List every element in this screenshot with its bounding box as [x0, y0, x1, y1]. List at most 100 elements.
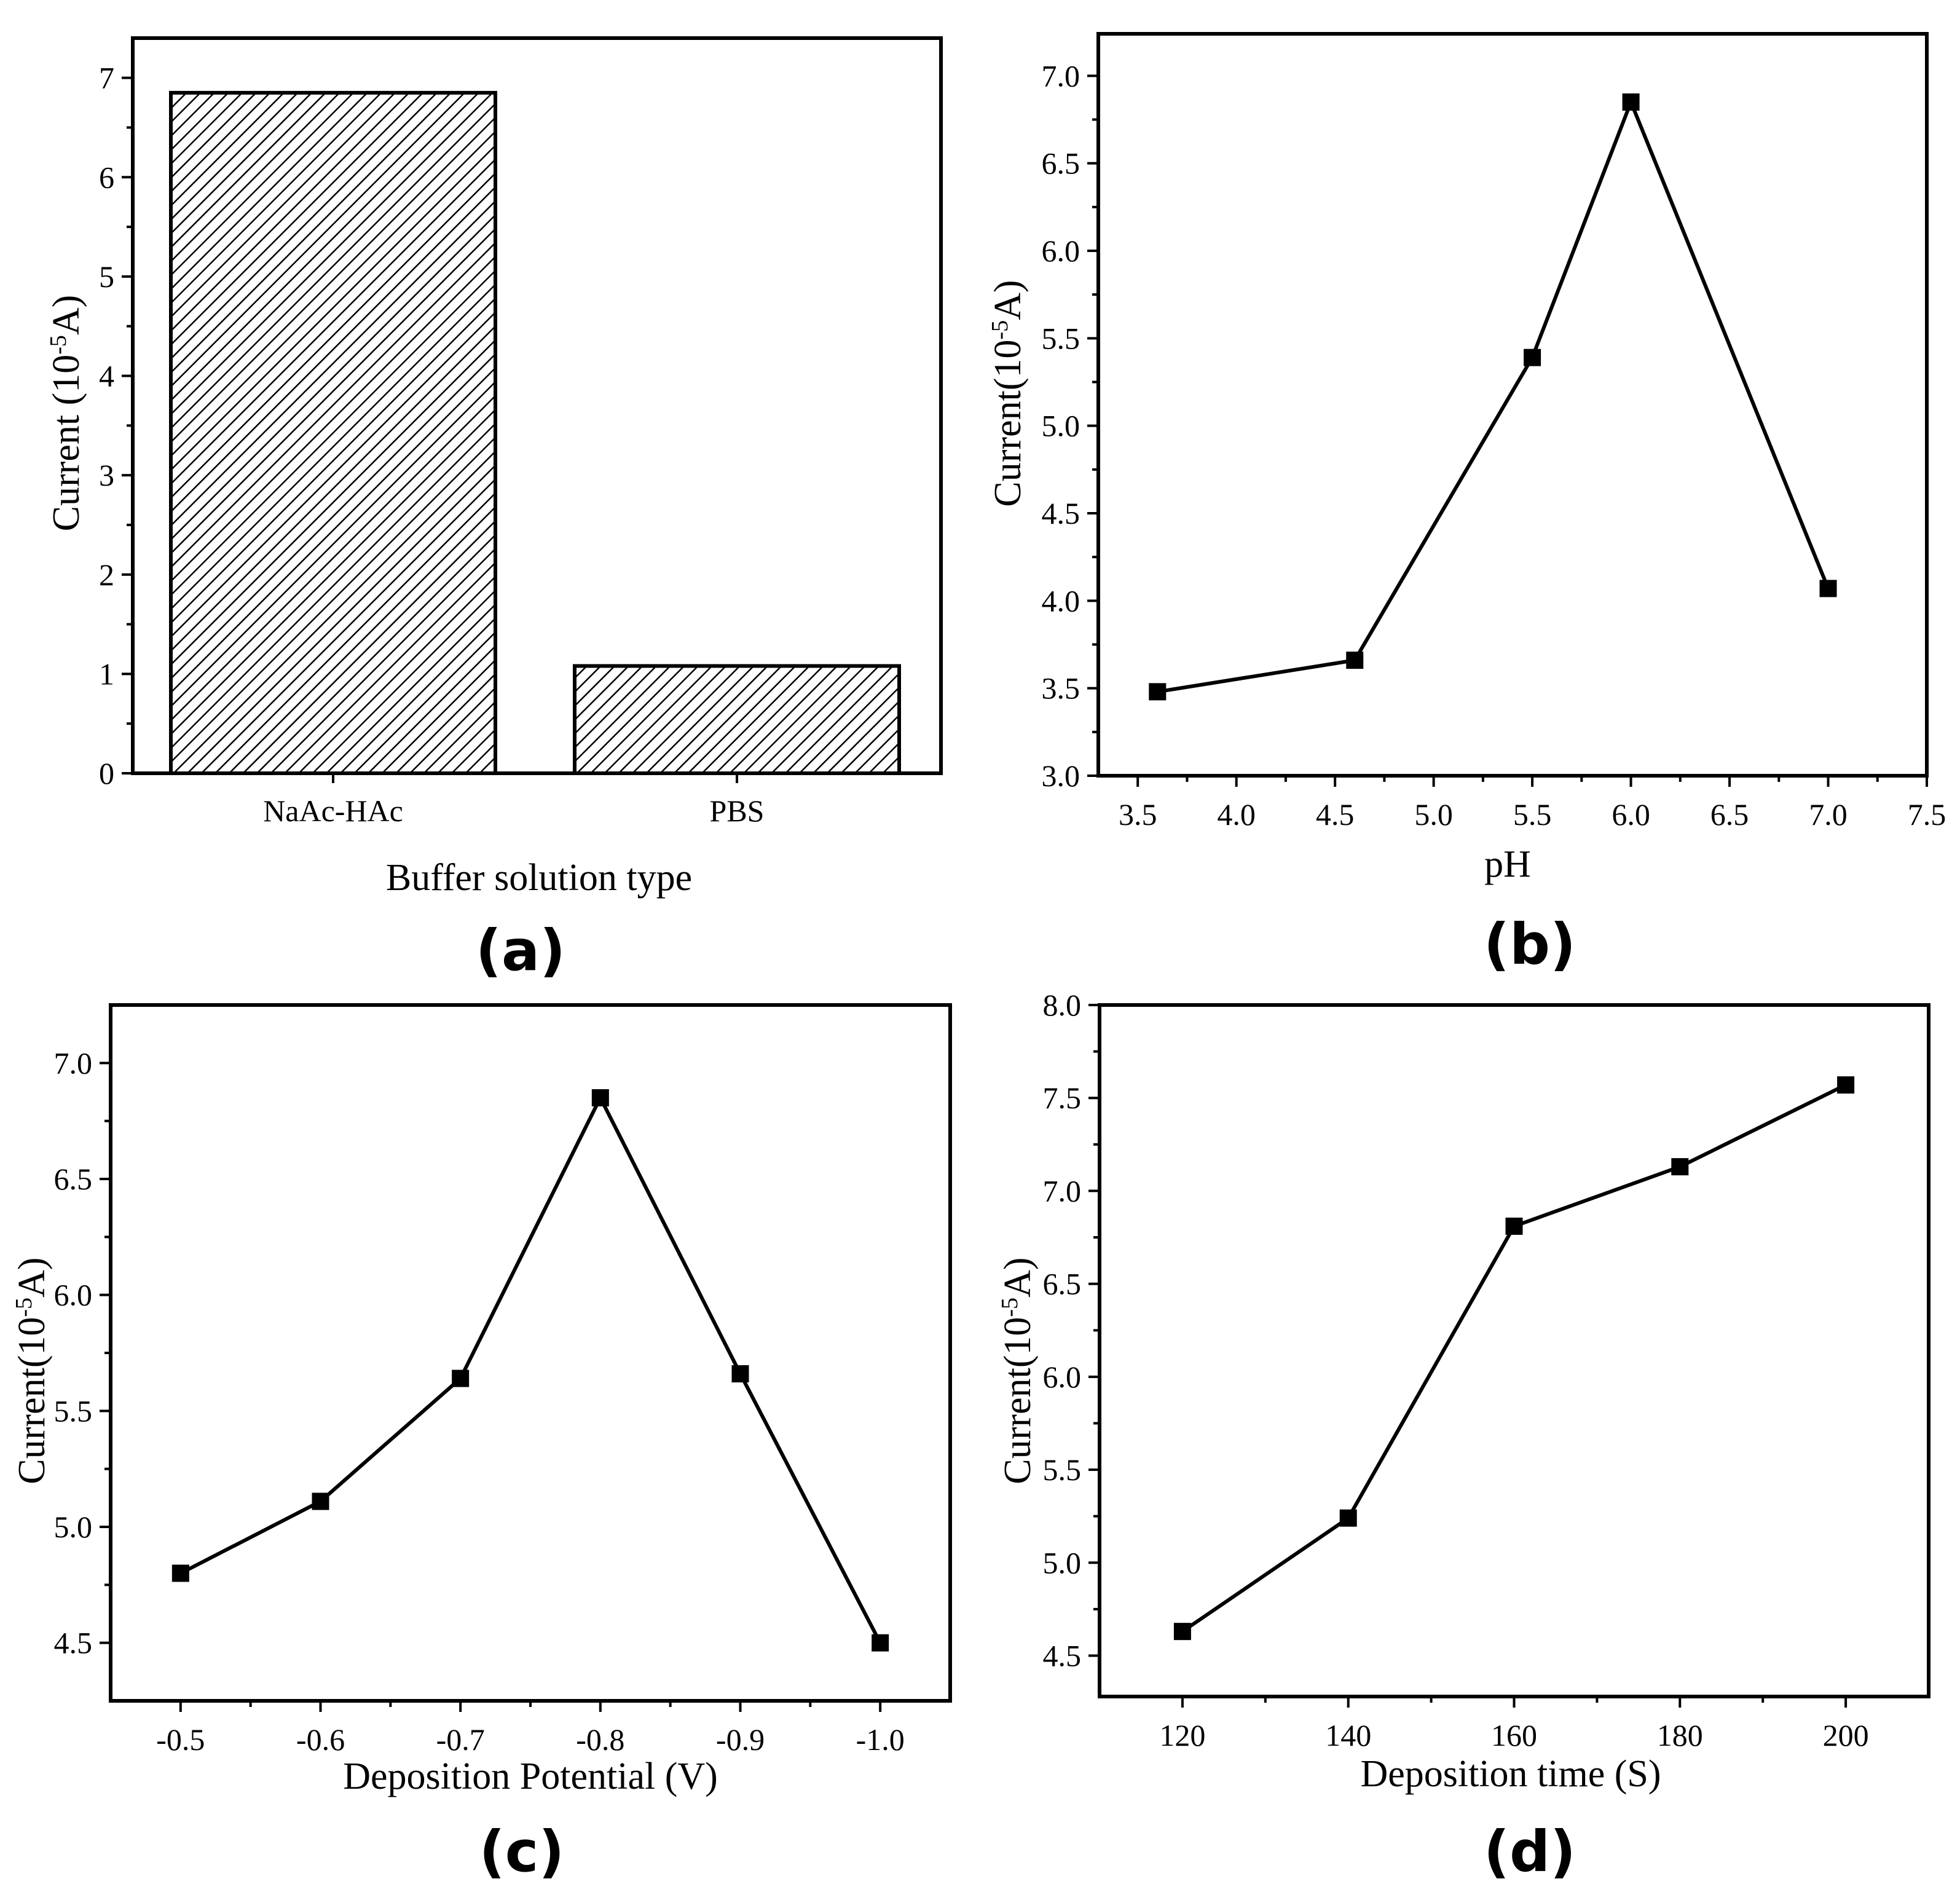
panel-c-plot-area: 4.5 5.0 5.5 6.0 6.5 7.0 -0.5 -0.6 -0.7 -0.8 -0.9 -1…	[54, 1003, 952, 1757]
panel-d-label: (d)	[1484, 1819, 1576, 1885]
panel-a-x-tick-label: NaAc-HAc	[263, 794, 403, 828]
panel-c-y-label-suffix: A)	[11, 1257, 53, 1297]
panel-d-y-tick-label: 4.5	[1043, 1638, 1082, 1673]
panel-d-data-point	[1671, 1158, 1689, 1176]
panel-d-series-line	[1181, 1083, 1847, 1633]
panel-b-data-point	[1819, 580, 1837, 597]
panel-c-data-point	[171, 1564, 189, 1582]
panel-d-x-tick-label: 160	[1491, 1718, 1537, 1752]
panel-d-data-point	[1505, 1217, 1523, 1235]
panel-d-y-label-suffix: A)	[997, 1257, 1039, 1297]
panel-b-y-tick-label: 3.0	[1042, 759, 1080, 793]
panel-c-y-label-prefix: Current(10	[11, 1317, 53, 1484]
panel-c-label: (c)	[479, 1819, 565, 1885]
panel-c-data-point	[452, 1370, 470, 1387]
panel-b-y-label-suffix: A)	[987, 280, 1029, 320]
panel-c-y-axis-label: Current(10-5A)	[11, 1257, 53, 1484]
panel-a-axes-frame	[131, 36, 943, 775]
panel-a-y-tick-label: 4	[99, 359, 114, 393]
panel-d-data-point	[1339, 1509, 1357, 1527]
panel-a-y-label-suffix: A)	[45, 295, 87, 335]
panel-a-y-tick-label: 5	[99, 259, 114, 294]
panel-a-bar	[573, 664, 901, 775]
panel-b-y-tick-label: 4.0	[1042, 583, 1080, 618]
panel-c-y-tick-label: 5.5	[54, 1393, 93, 1428]
panel-d-x-tick-label: 200	[1823, 1718, 1869, 1752]
panel-b-x-axis-label: pH	[1484, 843, 1531, 885]
panel-b-y-tick-label: 5.5	[1042, 321, 1080, 355]
panel-b-label: (b)	[1484, 912, 1576, 977]
panel-a-x-tick-label: PBS	[710, 794, 765, 828]
panel-b-y-tick-label: 4.5	[1042, 496, 1080, 530]
panel-d-y-tick-label: 6.5	[1043, 1267, 1082, 1301]
panel-b-y-tick-label: 7.0	[1042, 58, 1080, 93]
panel-b-y-label-prefix: Current(10	[987, 340, 1029, 507]
panel-b-data-point	[1524, 349, 1541, 366]
panel-a-y-tick-label: 2	[99, 558, 114, 592]
panel-b-y-tick-label: 6.5	[1042, 146, 1080, 181]
panel-a-bar-chart: 0 1 2 3 4 5 6 7 NaAc-HAc PBS Buffer solution type…	[45, 36, 943, 983]
panel-a-y-tick-label: 7	[99, 61, 114, 95]
panel-c-y-label-sup: -5	[11, 1298, 37, 1317]
panel-c-x-tick-label: -0.5	[156, 1722, 205, 1757]
panel-a-y-axis-label: Current (10-5A)	[45, 295, 87, 532]
panel-b-y-tick-label: 6.0	[1042, 234, 1080, 268]
panel-d-y-tick-label: 6.0	[1043, 1360, 1082, 1394]
panel-c-data-point	[312, 1492, 329, 1510]
panel-c-y-tick-label: 4.5	[54, 1626, 93, 1660]
panel-c-axes-frame	[109, 1003, 952, 1703]
panel-a-plot-area: 0 1 2 3 4 5 6 7 NaAc-HAc PBS	[99, 36, 943, 828]
panel-b-data-point	[1346, 652, 1364, 669]
panel-d-y-label-sup: -5	[997, 1298, 1023, 1317]
panel-b-series-line	[1157, 97, 1830, 694]
panel-d-x-tick-label: 180	[1657, 1718, 1703, 1752]
panel-b-x-tick-label: 3.5	[1119, 797, 1157, 832]
panel-d-y-label-prefix: Current(10	[997, 1317, 1039, 1484]
panel-d-x-tick-label: 140	[1325, 1718, 1371, 1752]
panel-a-y-tick-label: 0	[99, 756, 114, 790]
panel-b-data-point	[1149, 683, 1167, 701]
panel-b-y-tick-label: 3.5	[1042, 671, 1080, 706]
panel-c-series-line	[179, 1094, 882, 1644]
panel-b-data-point	[1622, 93, 1640, 111]
panel-c-y-tick-label: 7.0	[54, 1046, 93, 1080]
panel-c-x-axis-label: Deposition Potential (V)	[343, 1756, 718, 1797]
panel-c-x-tick-label: -0.8	[576, 1722, 624, 1757]
panel-b-x-tick-label: 6.0	[1612, 797, 1650, 832]
panel-b-x-tick-label: 4.0	[1217, 797, 1256, 832]
panel-c-x-tick-label: -0.6	[296, 1722, 345, 1757]
panel-a-y-label-prefix: Current (10	[45, 355, 87, 532]
panel-b-x-tick-label: 7.0	[1809, 797, 1848, 832]
panel-b-x-tick-label: 7.5	[1908, 797, 1946, 832]
panel-c-y-tick-label: 6.0	[54, 1278, 93, 1312]
panel-a-y-tick-label: 6	[99, 160, 114, 194]
panel-b-x-tick-label: 4.5	[1316, 797, 1355, 832]
panel-c-x-tick-label: -1.0	[856, 1722, 905, 1757]
panel-d-data-point	[1837, 1076, 1855, 1094]
panel-a-x-axis-label: Buffer solution type	[386, 857, 692, 899]
panel-b-y-label-sup: -5	[987, 320, 1013, 340]
panel-a-y-tick-label: 3	[99, 458, 114, 492]
panel-b-x-tick-label: 6.5	[1710, 797, 1749, 832]
panel-c-data-point	[731, 1365, 749, 1382]
panel-d-y-tick-label: 8.0	[1043, 988, 1082, 1022]
panel-c-y-tick-label: 6.5	[54, 1162, 93, 1196]
panel-a-bar	[169, 90, 497, 776]
panel-d-data-point	[1173, 1623, 1191, 1641]
panel-a-y-label-sup: -5	[45, 335, 71, 355]
panel-c-data-point	[872, 1634, 889, 1652]
panel-d-y-tick-label: 7.0	[1043, 1173, 1082, 1208]
panel-d-x-tick-label: 120	[1159, 1718, 1205, 1752]
panel-a-y-tick-label: 1	[99, 656, 114, 691]
panel-b-x-tick-label: 5.5	[1513, 797, 1552, 832]
panel-b-line-chart: 3.0 3.5 4.0 4.5 5.0 5.5 6.0 6.5 7.0 3.5 4.0 4.5 5.0 5…	[987, 32, 1946, 977]
panel-b-x-tick-label: 5.0	[1414, 797, 1453, 832]
panel-c-y-tick-label: 5.0	[54, 1510, 93, 1544]
panel-a-label: (a)	[476, 918, 565, 983]
panel-c-x-tick-label: -0.9	[716, 1722, 765, 1757]
panel-b-axes-frame	[1096, 32, 1929, 778]
panel-c-data-point	[591, 1089, 609, 1106]
panel-d-y-tick-label: 5.0	[1043, 1545, 1082, 1580]
